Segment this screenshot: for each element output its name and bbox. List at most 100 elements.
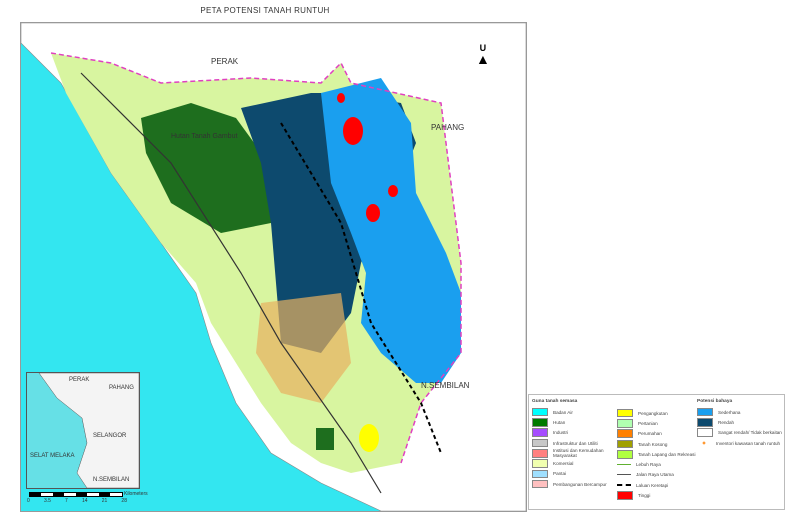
scale-tick: 7 — [65, 498, 68, 504]
inset-label: SELAT MELAKA — [30, 453, 75, 459]
label-n-sembilan: N.SEMBILAN — [421, 381, 470, 390]
color-swatch — [617, 439, 633, 449]
high-hazard-zone — [343, 117, 363, 145]
legend-item: Institusi dan Kemudahan Masyarakat — [532, 448, 614, 458]
scale-tick: 3.5 — [43, 498, 51, 504]
inset-label: SELANGOR — [93, 433, 127, 439]
scale-tick: 14 — [81, 498, 88, 504]
label-forest: Hutan Tanah Gambut — [171, 133, 238, 140]
transport-area — [359, 424, 379, 452]
color-swatch — [617, 491, 633, 500]
legend-landuse-col1: Guna tanah semasa Badan Air Hutan Industri… — [532, 399, 614, 489]
legend-label: Komersial — [553, 461, 574, 467]
inset-map: PERAK PAHANG SELANGOR SELAT MELAKA N.SEM… — [26, 372, 140, 489]
line-swatch — [617, 464, 631, 466]
color-swatch — [532, 449, 548, 458]
map-title: PETA POTENSI TANAH RUNTUH — [200, 6, 330, 15]
legend-item: Perumahan — [617, 429, 703, 439]
color-swatch — [532, 438, 548, 448]
inset-canvas — [27, 373, 139, 488]
scale-tick: 28 — [121, 498, 127, 504]
legend-item: Tanah Kosong — [617, 439, 703, 449]
color-swatch — [697, 407, 713, 417]
legend-item: Tinggi — [617, 490, 703, 500]
legend-label: Industri — [553, 430, 569, 436]
legend-label: Perumahan — [638, 431, 662, 437]
legend-item: Laluan Keretapi — [617, 480, 703, 490]
legend-item: Badan Air — [532, 407, 614, 417]
legend-item: Hutan — [532, 417, 614, 427]
legend-label: Inventori kawasan tanah runtuh — [716, 440, 781, 446]
legend-label: Infrastruktur dan Utiliti — [553, 440, 598, 446]
legend-item: Komersial — [532, 458, 614, 468]
scale-ticks: 0 3.5 7 14 21 28 — [27, 498, 127, 504]
legend-label: Pantai — [553, 471, 567, 477]
color-swatch — [697, 418, 713, 427]
color-swatch — [617, 450, 633, 459]
legend-landuse-title: Guna tanah semasa — [532, 399, 578, 404]
legend-label: Pengangkutan — [638, 410, 668, 416]
legend: Guna tanah semasa Badan Air Hutan Industri… — [528, 394, 785, 510]
legend-item: Industri — [532, 428, 614, 438]
legend-label: Jalan Raya Utama — [636, 472, 674, 478]
legend-label: Badan Air — [553, 409, 573, 415]
legend-item: Pertanian — [617, 418, 703, 428]
legend-label: Sangat rendah/ Tidak berkaitan — [718, 430, 782, 436]
legend-item: Pembangunan Bercampur — [532, 479, 614, 489]
legend-label: Laluan Keretapi — [636, 482, 669, 488]
legend-label: Hutan — [553, 419, 566, 425]
legend-item: Pengangkutan — [617, 408, 703, 418]
legend-item: Inventori kawasan tanah runtuh — [697, 438, 782, 448]
scale-bar-graphic — [29, 492, 123, 497]
legend-item: Infrastruktur dan Utiliti — [532, 438, 614, 448]
color-swatch — [617, 429, 633, 438]
state-boundary — [50, 52, 462, 464]
moderate-hazard-zone — [321, 78, 461, 383]
color-swatch — [697, 428, 713, 437]
urban-area — [256, 293, 351, 403]
label-pahang: PAHANG — [431, 123, 465, 132]
scale-unit: Kilometers — [124, 491, 148, 497]
legend-label: Lebuh Raya — [636, 462, 661, 468]
high-hazard-zone — [388, 185, 398, 197]
legend-item: Sangat rendah/ Tidak berkaitan — [697, 428, 782, 438]
legend-label: Tanah Kosong — [638, 441, 668, 447]
inset-label: PAHANG — [109, 385, 134, 391]
point-swatch — [697, 439, 711, 447]
legend-label: Sederhana — [718, 409, 741, 415]
north-arrow: U ▲ — [476, 43, 490, 67]
inset-label: N.SEMBILAN — [93, 477, 130, 483]
scale-tick: 0 — [27, 498, 30, 504]
color-swatch — [532, 407, 548, 417]
color-swatch — [617, 419, 633, 428]
forest-area — [141, 103, 276, 233]
legend-label: Rendah — [718, 419, 735, 425]
color-swatch — [532, 479, 548, 489]
railway — [280, 122, 442, 454]
legend-label: Institusi dan Kemudahan Masyarakat — [553, 448, 604, 459]
legend-hazard: Potensi bahaya Sederhana Rendah Sangat ren… — [697, 399, 782, 448]
legend-label: Pembangunan Bercampur — [553, 481, 607, 487]
legend-landuse-col2: Pengangkutan Pertanian Perumahan Tanah Koso… — [617, 408, 703, 501]
main-road — [80, 72, 382, 494]
arrow-up-icon: ▲ — [476, 51, 490, 67]
color-swatch — [532, 459, 548, 468]
legend-item: Pantai — [532, 469, 614, 479]
legend-label: Tanah Lapang dan Rekreasi — [638, 451, 696, 457]
label-perak: PERAK — [211, 57, 239, 66]
color-swatch — [532, 428, 548, 437]
line-swatch — [617, 474, 631, 476]
color-swatch — [532, 418, 548, 427]
legend-item: Jalan Raya Utama — [617, 470, 703, 480]
legend-item: Tanah Lapang dan Rekreasi — [617, 449, 703, 459]
legend-hazard-title: Potensi bahaya — [697, 399, 733, 404]
north-label: U — [479, 43, 487, 53]
legend-item: Sederhana — [697, 407, 782, 417]
legend-label: Pertanian — [638, 420, 658, 426]
color-swatch — [532, 469, 548, 479]
scale-bar: Kilometers 0 3.5 7 14 21 28 — [26, 490, 148, 508]
color-swatch — [617, 408, 633, 418]
legend-item: Lebuh Raya — [617, 459, 703, 469]
legend-label: Tinggi — [638, 493, 651, 499]
scale-tick: 21 — [101, 498, 108, 504]
